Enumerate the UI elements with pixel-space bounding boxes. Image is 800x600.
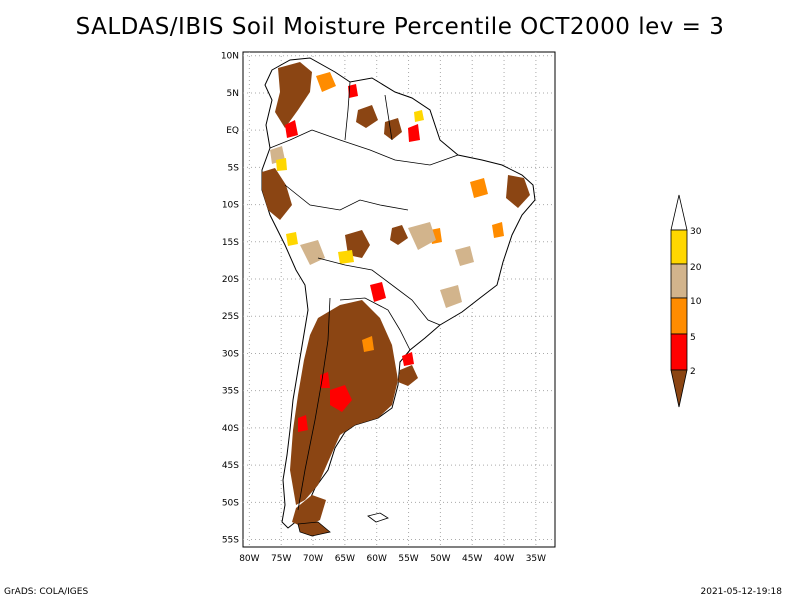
lon-label: 40W	[494, 554, 514, 564]
tierra-del-fuego	[297, 521, 331, 537]
percentile-10-20-regions	[270, 146, 474, 308]
colorbar-label-30: 30	[690, 227, 702, 237]
colorbar-segment-20-30	[670, 229, 688, 265]
lon-label: 35W	[526, 554, 546, 564]
percentile-2-5-regions	[285, 84, 420, 432]
lat-label: 10S	[222, 201, 239, 211]
footer-credit: GrADS: COLA/IGES	[4, 587, 89, 597]
lat-label: 35S	[222, 387, 239, 397]
lat-label: 5S	[228, 163, 240, 173]
lat-label: 5N	[227, 89, 239, 99]
lon-label: 70W	[303, 554, 323, 564]
lat-label: 15S	[222, 238, 239, 248]
lat-label: 45S	[222, 461, 239, 471]
lat-label: 55S	[222, 536, 239, 546]
longitude-labels: 80W 75W 70W 65W 60W 55W 50W 45W 40W 35W	[239, 554, 546, 564]
colorbar-segment-10-20	[670, 263, 688, 299]
lon-label: 55W	[398, 554, 418, 564]
colorbar-label-5: 5	[690, 333, 696, 343]
map-title: SALDAS/IBIS Soil Moisture Percentile OCT…	[75, 14, 725, 40]
colorbar-segment-5-10	[670, 297, 688, 335]
lon-label: 50W	[430, 554, 450, 564]
country-borders	[269, 81, 459, 511]
lat-label: 25S	[222, 312, 239, 322]
lat-label: 10N	[221, 52, 239, 62]
lon-label: 65W	[335, 554, 355, 564]
percentile-20-30-regions	[276, 110, 424, 264]
colorbar-segment-2-5	[670, 333, 688, 371]
lon-label: 60W	[367, 554, 387, 564]
lat-label: 20S	[222, 275, 239, 285]
latitude-labels: 10N 5N EQ 5S 10S 15S 20S 25S 30S 35S 40S 45S 50S 55S	[221, 52, 239, 546]
lat-label: 30S	[222, 349, 239, 359]
colorbar-legend: 30 20 10 5 2	[670, 194, 702, 408]
lat-label: 40S	[222, 424, 239, 434]
lon-label: 75W	[271, 554, 291, 564]
footer-timestamp: 2021-05-12-19:18	[700, 587, 783, 597]
lon-label: 80W	[239, 554, 259, 564]
lon-label: 45W	[462, 554, 482, 564]
lat-label: 50S	[222, 498, 239, 508]
lat-label: EQ	[226, 126, 239, 136]
colorbar-arrow-bottom	[670, 369, 688, 408]
colorbar-label-20: 20	[690, 263, 702, 273]
colorbar-label-10: 10	[690, 297, 702, 307]
colorbar-arrow-top	[670, 194, 688, 231]
colorbar-label-2: 2	[690, 367, 696, 377]
falkland-islands	[367, 512, 389, 523]
